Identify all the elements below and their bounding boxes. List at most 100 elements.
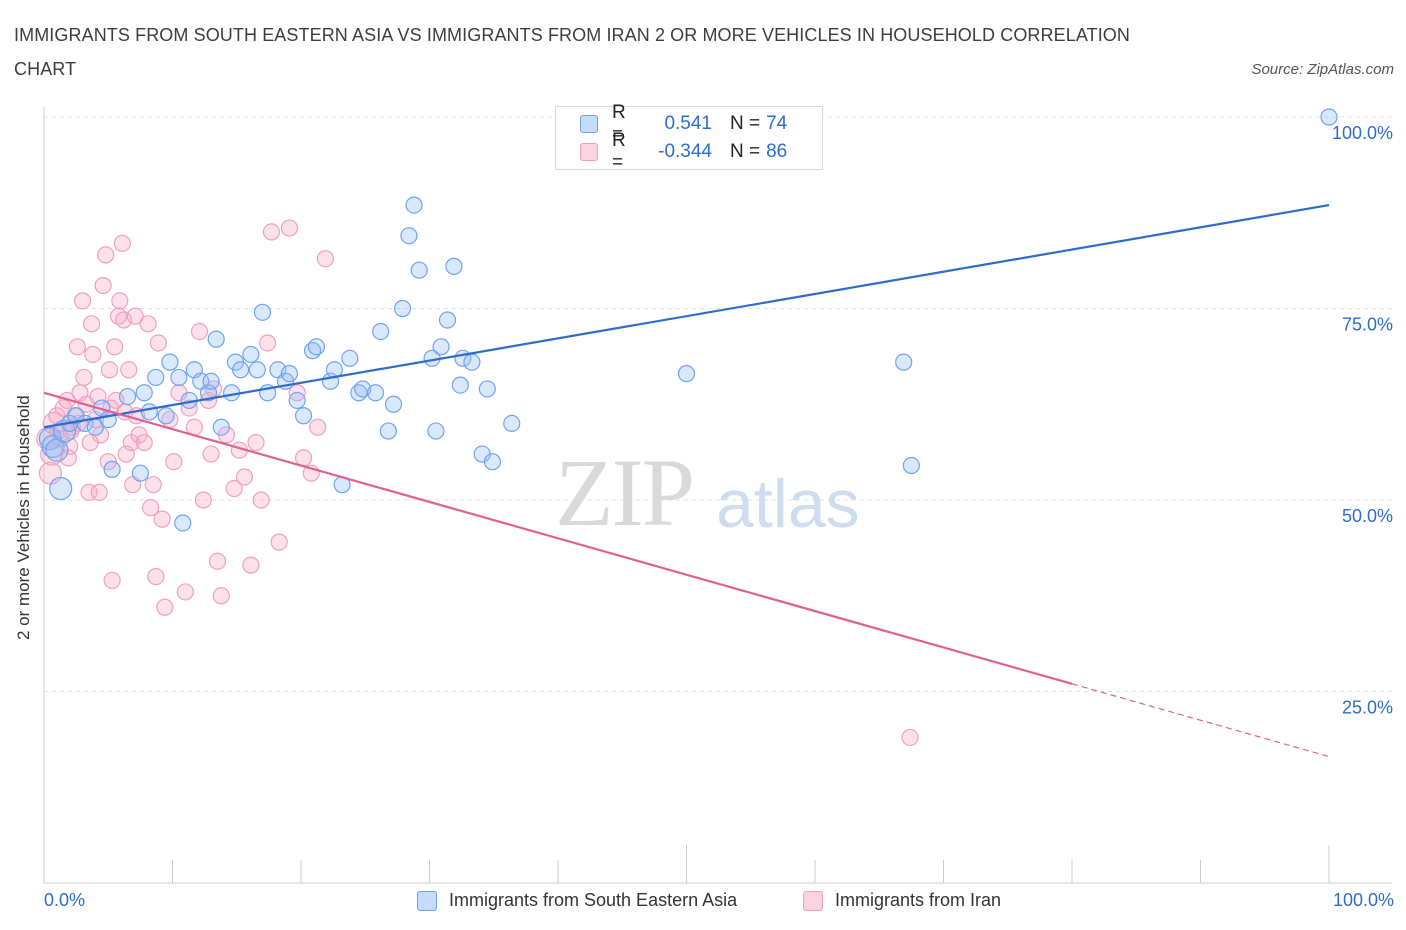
data-point: [288, 391, 306, 410]
legend-n-value: 86: [766, 141, 788, 162]
data-point: [126, 307, 144, 325]
data-point: [400, 227, 418, 245]
axes: [43, 107, 1392, 884]
legend-row-iran: R = -0.344 N = 86: [580, 130, 788, 173]
data-point: [84, 345, 102, 364]
data-point: [294, 449, 313, 467]
data-point: [106, 338, 124, 356]
data-point: [194, 491, 212, 509]
trend-line-1: [43, 391, 1073, 685]
legend-n-label: N =: [730, 141, 761, 162]
data-point: [161, 353, 179, 371]
data-point: [252, 491, 270, 509]
watermark-zip: ZIP: [555, 439, 693, 546]
data-point: [90, 483, 108, 501]
data-point: [483, 453, 502, 471]
data-point: [149, 334, 167, 352]
data-point: [202, 372, 220, 390]
data-point: [393, 299, 412, 318]
data-point: [82, 315, 101, 333]
data-point: [100, 361, 119, 379]
data-point: [242, 345, 260, 364]
data-point: [677, 365, 696, 383]
legend-row-sea: R = 0.541 N = 74: [580, 102, 788, 145]
data-point: [94, 276, 112, 295]
data-point: [225, 479, 243, 498]
data-point: [75, 368, 93, 387]
data-point: [901, 728, 919, 747]
y-tick-label: 75.0%: [1342, 315, 1393, 335]
data-point: [307, 338, 326, 356]
data-point: [147, 368, 165, 387]
gridlines: [44, 116, 1392, 692]
data-point: [103, 571, 121, 590]
legend-n-label: N =: [730, 113, 761, 134]
data-point: [270, 533, 288, 551]
data-point: [144, 476, 162, 494]
legend-n-value: 74: [766, 113, 788, 134]
data-point: [103, 460, 121, 478]
trend-line-0: [43, 204, 1330, 429]
data-point: [410, 261, 428, 279]
correlation-legend: R = 0.541 N = 74 R = -0.344 N = 86: [555, 102, 823, 173]
chart-title: IMMIGRANTS FROM SOUTH EASTERN ASIA VS IM…: [14, 25, 1130, 79]
legend-r-value: 0.541: [664, 113, 712, 134]
data-point: [118, 387, 137, 406]
data-point: [49, 476, 73, 501]
data-point: [316, 250, 335, 268]
source-credit: Source: ZipAtlas.com: [1251, 61, 1394, 78]
trend-lines: [43, 204, 1330, 758]
x-tick-max: 100.0%: [1332, 890, 1394, 910]
data-point: [153, 510, 171, 528]
watermark: ZIP atlas: [555, 439, 860, 546]
data-point: [294, 407, 313, 425]
data-point: [165, 453, 183, 471]
data-point: [190, 322, 209, 341]
data-point: [131, 464, 149, 482]
data-point: [902, 456, 920, 475]
data-point: [405, 196, 423, 214]
data-point: [1320, 108, 1338, 126]
legend-item-iran[interactable]: Immigrants from Iran: [803, 890, 1001, 911]
data-point: [895, 353, 913, 371]
data-point: [445, 257, 463, 275]
y-tick-label: 50.0%: [1342, 506, 1393, 526]
y-axis-label: 2 or more Vehicles in Household: [14, 395, 33, 640]
data-point: [113, 234, 131, 252]
data-point: [170, 368, 188, 387]
data-point: [73, 292, 92, 310]
data-point: [212, 418, 230, 436]
data-point: [208, 552, 227, 570]
data-point: [81, 433, 99, 452]
data-point: [372, 322, 390, 341]
series-legend: Immigrants from South Eastern Asia Immig…: [0, 888, 1406, 916]
legend-swatch-iran: [580, 143, 598, 161]
x-tick-min: 0.0%: [44, 890, 86, 910]
data-point: [157, 407, 175, 425]
data-point: [174, 514, 192, 532]
legend-label-iran: Immigrants from Iran: [835, 890, 1002, 910]
data-point: [120, 361, 138, 379]
y-tick-label: 100.0%: [1332, 123, 1393, 143]
data-point: [135, 433, 153, 452]
data-point: [156, 598, 174, 616]
data-point: [140, 403, 158, 421]
legend-label-sea: Immigrants from South Eastern Asia: [449, 890, 738, 910]
data-point: [247, 433, 265, 452]
data-point: [341, 349, 359, 367]
y-tick-labels: 25.0% 50.0% 75.0% 100.0%: [1332, 123, 1393, 718]
legend-r-value: -0.344: [658, 141, 712, 162]
data-point: [147, 567, 165, 586]
data-point: [139, 315, 157, 333]
legend-item-sea[interactable]: Immigrants from South Eastern Asia: [417, 890, 737, 911]
data-point: [379, 422, 397, 440]
data-point: [451, 376, 469, 394]
data-point: [235, 468, 254, 486]
data-point: [207, 330, 225, 348]
data-point: [111, 292, 129, 310]
watermark-atlas: atlas: [716, 466, 860, 542]
legend-swatch-iran: [803, 890, 823, 911]
series-sea-points: [38, 108, 1338, 532]
data-point: [366, 384, 385, 402]
